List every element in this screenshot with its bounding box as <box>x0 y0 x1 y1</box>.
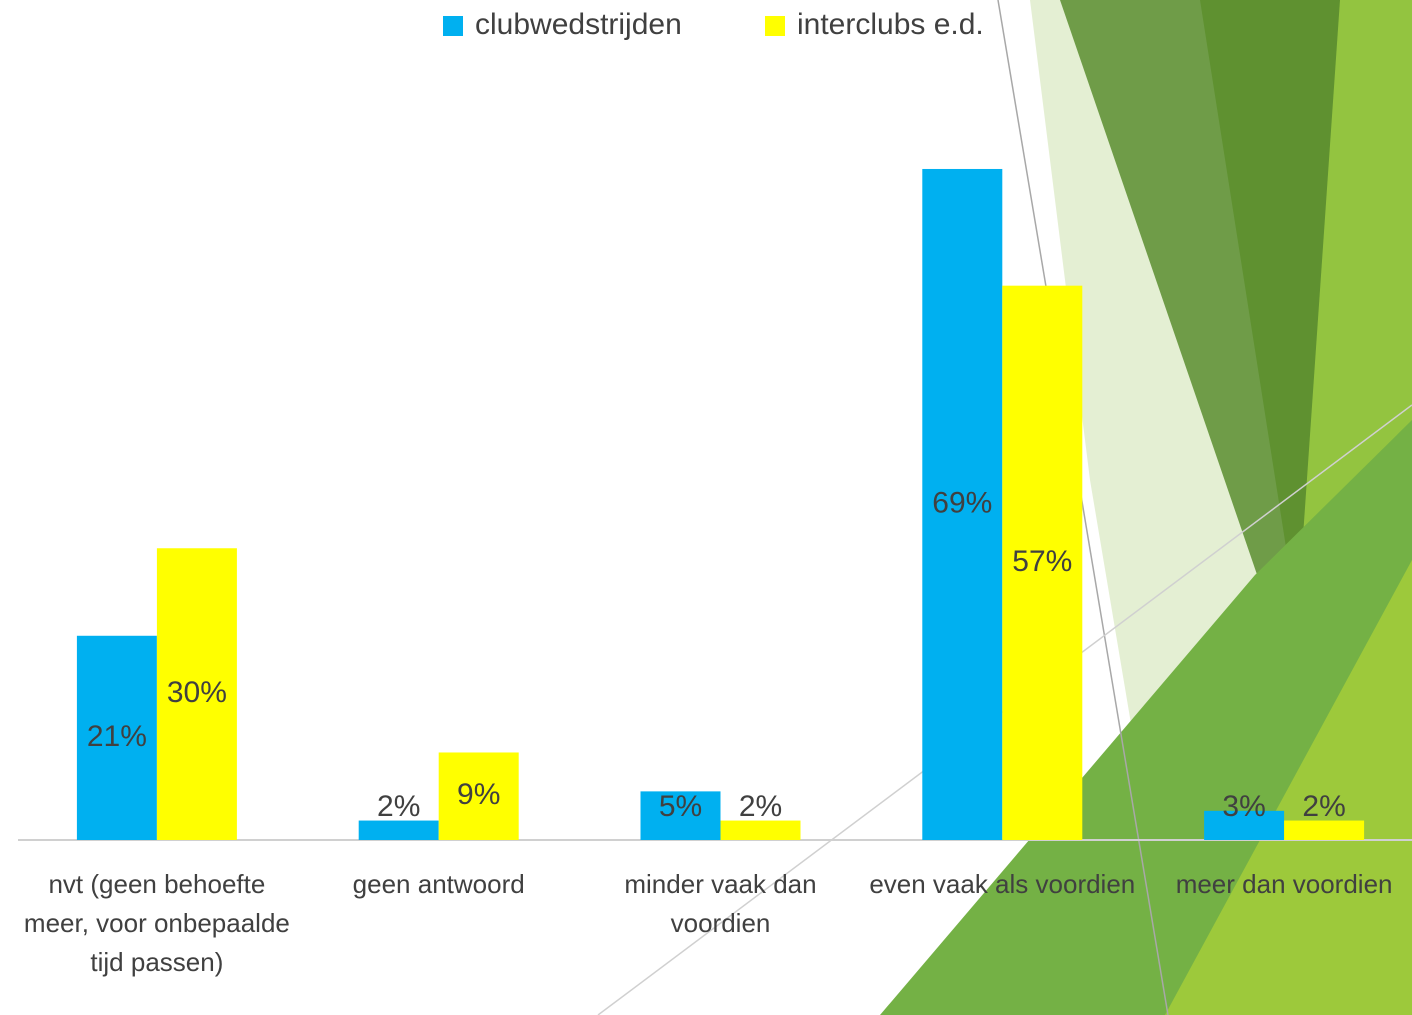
bar <box>1284 820 1365 840</box>
legend-swatch <box>443 16 463 36</box>
value-label: 9% <box>457 778 500 811</box>
value-label: 3% <box>1222 790 1265 823</box>
value-label: 5% <box>659 790 702 823</box>
value-label: 69% <box>932 486 992 519</box>
x-tick-label: geen antwoord <box>352 869 525 899</box>
bg-shape <box>1165 560 1412 1015</box>
bar <box>156 548 237 840</box>
value-label: 2% <box>739 790 782 823</box>
value-label: 30% <box>167 676 227 709</box>
bar <box>1002 285 1083 840</box>
bar <box>640 791 721 840</box>
background <box>597 0 1412 1015</box>
bar <box>438 752 519 840</box>
legend-label: clubwedstrijden <box>475 8 682 41</box>
x-tick-label: nvt (geen behoefte meer, voor onbepaalde… <box>23 869 290 977</box>
bar <box>922 168 1003 841</box>
legend-label: interclubs e.d. <box>797 8 984 41</box>
value-label: 57% <box>1012 545 1072 578</box>
x-tick-label: meer dan voordien <box>1175 869 1393 899</box>
bar <box>76 635 157 840</box>
x-tick-label: even vaak als voordien <box>869 869 1136 899</box>
bg-line <box>997 0 1169 1015</box>
value-label: 21% <box>87 720 147 753</box>
value-label: 2% <box>377 790 420 823</box>
legend-swatch <box>765 16 785 36</box>
bar <box>720 820 801 840</box>
bar <box>1204 810 1285 840</box>
value-label: 2% <box>1302 790 1345 823</box>
x-tick-label: minder vaak dan voordien <box>624 869 817 938</box>
bar <box>358 820 439 840</box>
